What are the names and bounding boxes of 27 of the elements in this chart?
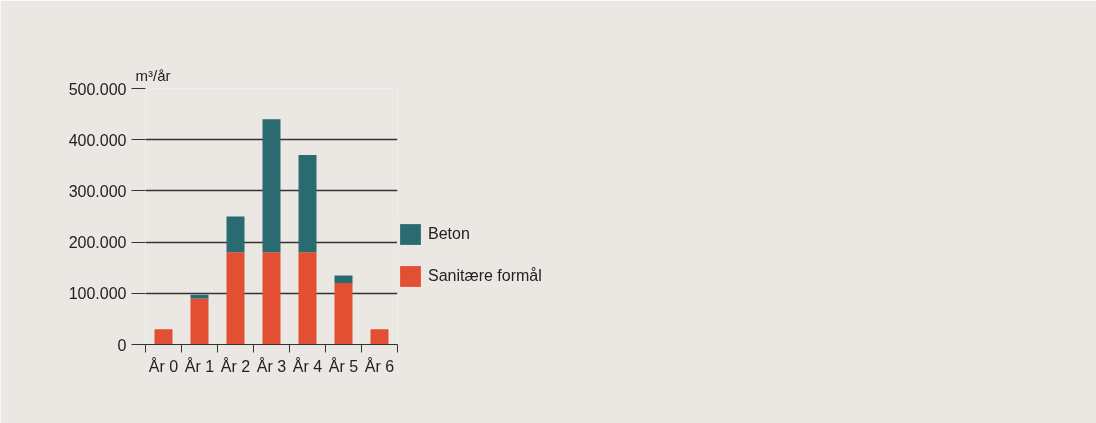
x-tick-label: År 1 [184,356,215,375]
y-tick-label: 400.000 [68,131,127,149]
x-tick-label: År 4 [292,356,323,375]
y-tick-label: 0 [117,336,127,354]
bar [226,252,245,345]
x-tick-label: År 5 [328,356,359,375]
bar [334,275,353,284]
x-tick-label: År 2 [220,356,251,375]
bar [298,252,317,345]
y-tick-label: 300.000 [68,182,127,200]
x-tick-label: År 0 [148,356,179,375]
y-tick-label: 200.000 [68,234,127,252]
x-tick-label: År 3 [256,356,287,375]
bar [298,155,317,253]
bar [262,252,281,345]
x-tick-label: År 6 [364,356,395,375]
bar [334,283,353,345]
bar [262,119,281,253]
bar [154,329,173,345]
y-tick-label: 100.000 [68,285,127,303]
bar [190,298,209,345]
y-axis-title: m³/år [135,66,171,84]
bar [370,329,389,345]
legend-label: Sanitære formål [428,267,542,285]
y-tick-label: 500.000 [68,80,127,98]
bar [226,216,245,253]
legend-label: Beton [428,225,470,243]
